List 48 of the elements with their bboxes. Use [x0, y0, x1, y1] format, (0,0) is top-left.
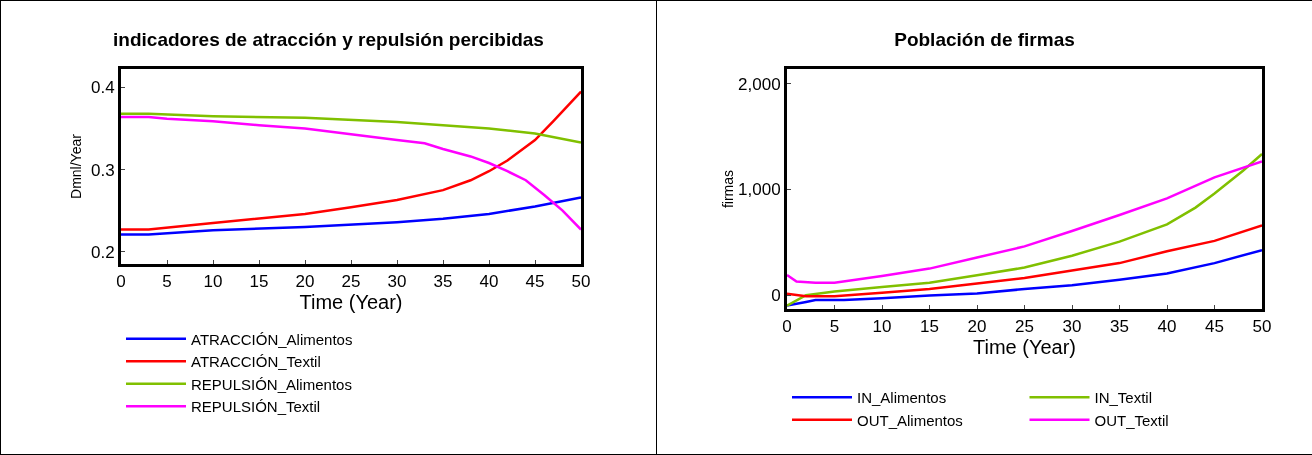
legend-label: OUT_Alimentos: [857, 411, 963, 429]
line-series: [121, 90, 581, 231]
x-tick-label: 25: [341, 272, 361, 292]
x-tick-label: 10: [203, 272, 223, 292]
x-tick-label: 35: [1110, 317, 1129, 337]
x-tick-label: 15: [249, 272, 269, 292]
legend-label: IN_Textil: [1094, 389, 1153, 407]
x-tick-label: 50: [571, 272, 591, 292]
x-axis-title: Time (Year): [973, 336, 1076, 359]
y-axis-title: Dmnl/Year: [68, 133, 84, 199]
legend-label: REPULSIÓN_Textil: [191, 398, 321, 416]
legend-label: ATRACCIÓN_Textil: [191, 353, 321, 371]
x-tick-label: 30: [387, 272, 407, 292]
x-tick-label: 20: [967, 317, 987, 337]
x-tick-label: 40: [479, 272, 499, 292]
x-tick-label: 10: [872, 317, 892, 337]
x-tick-label: 5: [162, 272, 172, 292]
x-tick-label: 50: [1252, 317, 1272, 337]
x-tick-label: 5: [829, 317, 840, 337]
x-tick-label: 15: [920, 317, 939, 337]
y-axis-title: firmas: [720, 169, 737, 209]
line-series: [787, 224, 1262, 298]
line-series: [787, 152, 1262, 307]
legend-label: ATRACCIÓN_Alimentos: [191, 330, 353, 348]
y-tick-label: 0.4: [90, 78, 115, 98]
x-tick-label: 25: [1015, 317, 1034, 337]
line-series: [121, 196, 581, 236]
x-tick-label: 35: [433, 272, 453, 292]
line-series: [787, 160, 1262, 284]
y-tick-label: 0.3: [90, 160, 115, 180]
y-tick-label: 2,000: [738, 74, 781, 94]
legend-label: IN_Alimentos: [857, 389, 947, 407]
x-tick-label: 20: [295, 272, 315, 292]
line-series: [121, 115, 581, 231]
x-axis-title: Time (Year): [299, 291, 403, 314]
y-tick-label: 0: [771, 286, 781, 306]
line-series: [787, 248, 1262, 307]
chart-title: indicadores de atracción y repulsión percibidas: [113, 29, 544, 51]
legend-label: OUT_Textil: [1094, 411, 1169, 429]
chart-title: Población de firmas: [894, 29, 1075, 51]
x-tick-label: 40: [1157, 317, 1177, 337]
y-tick-label: 1,000: [738, 180, 781, 200]
line-series: [121, 112, 581, 144]
legend-label: REPULSIÓN_Alimentos: [191, 375, 352, 393]
x-tick-label: 45: [1205, 317, 1224, 337]
x-tick-label: 30: [1062, 317, 1082, 337]
x-tick-label: 45: [525, 272, 545, 292]
y-tick-label: 0.2: [90, 242, 115, 262]
